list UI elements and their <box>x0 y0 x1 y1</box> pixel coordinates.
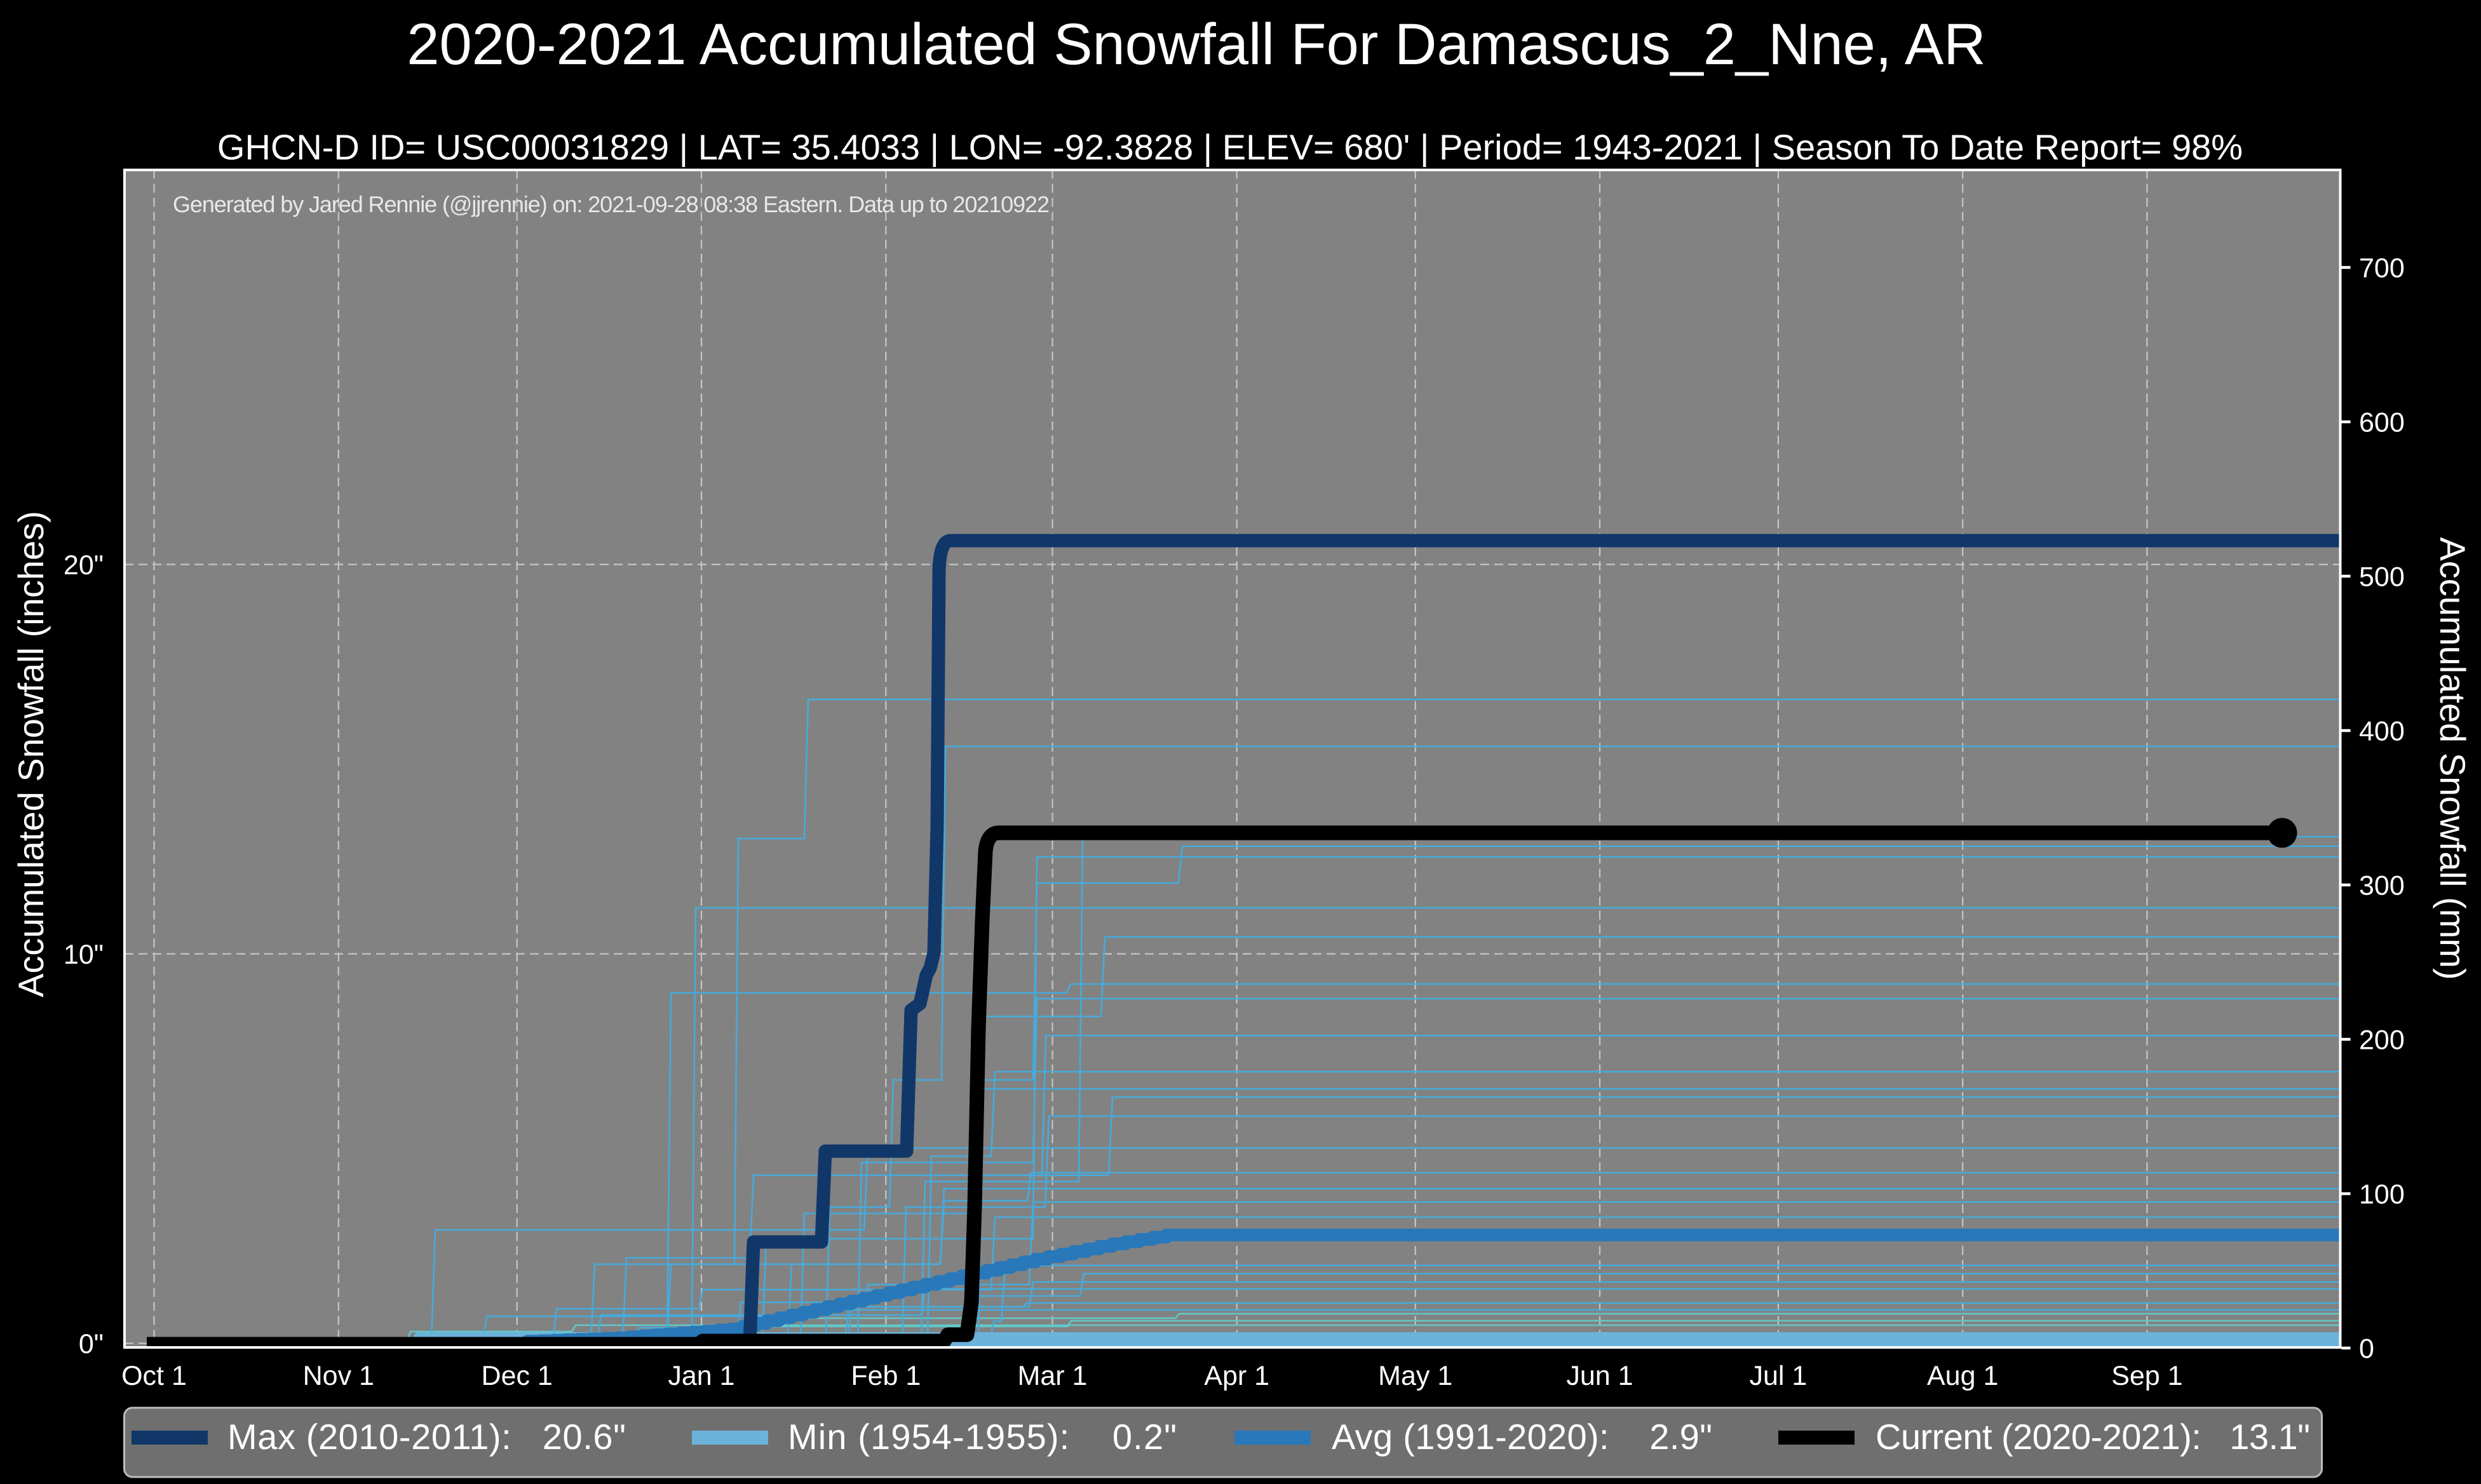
svg-text:Min (1954-1955): 0.2": Min (1954-1955): 0.2" <box>788 1417 1177 1457</box>
svg-text:Jun 1: Jun 1 <box>1566 1361 1633 1391</box>
svg-text:500: 500 <box>2359 562 2405 593</box>
svg-text:Current (2020-2021): 13.1": Current (2020-2021): 13.1" <box>1876 1417 2310 1457</box>
svg-text:Avg (1991-2020): 2.9": Avg (1991-2020): 2.9" <box>1332 1417 1712 1457</box>
svg-text:400: 400 <box>2359 717 2405 747</box>
svg-text:700: 700 <box>2359 253 2405 284</box>
svg-text:Oct 1: Oct 1 <box>121 1361 187 1391</box>
svg-text:20": 20" <box>64 550 104 581</box>
svg-text:2020-2021 Accumulated Snowfall: 2020-2021 Accumulated Snowfall For Damas… <box>407 12 1985 77</box>
svg-text:0": 0" <box>79 1329 104 1359</box>
svg-text:Apr 1: Apr 1 <box>1204 1361 1269 1391</box>
svg-text:Nov 1: Nov 1 <box>303 1361 374 1391</box>
svg-text:10": 10" <box>64 940 104 970</box>
svg-text:Mar 1: Mar 1 <box>1018 1361 1088 1391</box>
svg-text:Generated by Jared Rennie (@jj: Generated by Jared Rennie (@jjrennie) on… <box>173 191 1050 217</box>
svg-text:100: 100 <box>2359 1180 2405 1210</box>
svg-text:Jul 1: Jul 1 <box>1749 1361 1807 1391</box>
svg-text:GHCN-D ID= USC00031829 | LAT=: GHCN-D ID= USC00031829 | LAT= 35.4033 | … <box>217 127 2243 167</box>
svg-text:0: 0 <box>2359 1334 2374 1365</box>
svg-text:600: 600 <box>2359 408 2405 438</box>
svg-text:Accumulated Snowfall (mm): Accumulated Snowfall (mm) <box>2433 537 2473 980</box>
svg-text:Accumulated Snowfall (inches): Accumulated Snowfall (inches) <box>11 511 51 997</box>
svg-text:200: 200 <box>2359 1025 2405 1056</box>
svg-text:Max (2010-2011): 20.6": Max (2010-2011): 20.6" <box>227 1417 626 1457</box>
svg-text:Aug 1: Aug 1 <box>1927 1361 1998 1391</box>
svg-text:Jan 1: Jan 1 <box>668 1361 734 1391</box>
svg-text:Sep 1: Sep 1 <box>2111 1361 2182 1391</box>
svg-text:300: 300 <box>2359 871 2405 901</box>
svg-text:May 1: May 1 <box>1378 1361 1452 1391</box>
svg-text:Feb 1: Feb 1 <box>851 1361 921 1391</box>
svg-text:Dec 1: Dec 1 <box>482 1361 553 1391</box>
